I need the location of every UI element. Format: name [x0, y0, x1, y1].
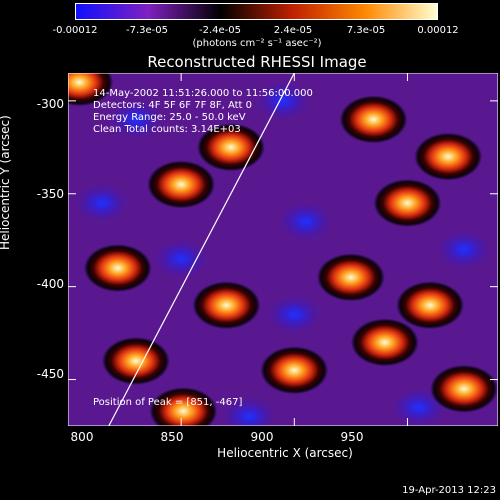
- bright-source-blob: [350, 318, 419, 367]
- dark-source-blob: [255, 80, 311, 121]
- peak-position-label: Position of Peak = [851, -467]: [93, 397, 243, 408]
- dark-source-blob: [277, 201, 334, 242]
- y-axis-label: Heliocentric Y (arcsec): [0, 115, 12, 250]
- colorbar-tick-label: -2.4e-05: [199, 25, 241, 36]
- heatmap-plot: [68, 73, 498, 426]
- colorbar-tick-label: -0.00012: [52, 25, 98, 36]
- y-tick-label: -450: [36, 367, 64, 381]
- bright-source-blob: [68, 73, 114, 107]
- axis-ticks: [68, 73, 498, 426]
- bright-source-blob: [83, 244, 152, 293]
- bright-source-blob: [147, 160, 216, 209]
- colorbar-tick-label: -7.3e-05: [126, 25, 168, 36]
- bright-source-blob: [339, 95, 408, 144]
- bright-source-blob: [414, 132, 483, 181]
- energy-range-label: Energy Range: 25.0 - 50.0 keV: [93, 112, 246, 123]
- bright-source-blob: [373, 179, 442, 228]
- y-tick-label: -300: [36, 97, 64, 111]
- x-axis-label: Heliocentric X (arcsec): [217, 446, 353, 460]
- colorbar-tick-label: 7.3e-05: [346, 25, 386, 36]
- time-range-label: 14-May-2002 11:51:26.000 to 11:56:00.000: [93, 88, 313, 99]
- bright-source-blob: [196, 123, 265, 172]
- bright-source-blob: [192, 281, 261, 330]
- dark-source-blob: [107, 99, 164, 140]
- x-tick-label: 850: [160, 430, 184, 444]
- heatmap-area: [68, 73, 498, 426]
- bright-source-blob: [260, 346, 329, 395]
- colorbar-unit-label: (photons cm⁻² s⁻¹ asec⁻²): [192, 38, 322, 49]
- colorbar-tick-label: 2.4e-05: [273, 25, 313, 36]
- colorbar-tick-label: 0.00012: [417, 25, 459, 36]
- dark-source-blob: [153, 238, 210, 279]
- bright-source-blob: [396, 281, 465, 330]
- y-tick-label: -400: [36, 277, 64, 291]
- solar-limb-line: [108, 73, 295, 426]
- bright-source-blob: [149, 387, 218, 426]
- y-tick-label: -350: [36, 187, 64, 201]
- bright-source-blob: [101, 336, 170, 385]
- dark-source-blob: [221, 396, 278, 426]
- x-tick-label: 950: [340, 430, 364, 444]
- generation-timestamp: 19-Apr-2013 12:23: [402, 485, 496, 496]
- bright-source-blob: [316, 253, 385, 302]
- dark-source-blob: [436, 229, 493, 270]
- colorbar: [75, 3, 438, 20]
- total-counts-label: Clean Total counts: 3.14E+03: [93, 124, 241, 135]
- dark-source-blob: [73, 183, 130, 224]
- detectors-label: Detectors: 4F 5F 6F 7F 8F, Att 0: [93, 100, 253, 111]
- bright-source-blob: [430, 364, 498, 413]
- chart-title: Reconstructed RHESSI Image: [147, 53, 367, 71]
- x-tick-label: 800: [70, 430, 94, 444]
- dark-source-blob: [266, 294, 323, 335]
- x-tick-label: 900: [250, 430, 274, 444]
- heatmap-sources: [68, 73, 498, 426]
